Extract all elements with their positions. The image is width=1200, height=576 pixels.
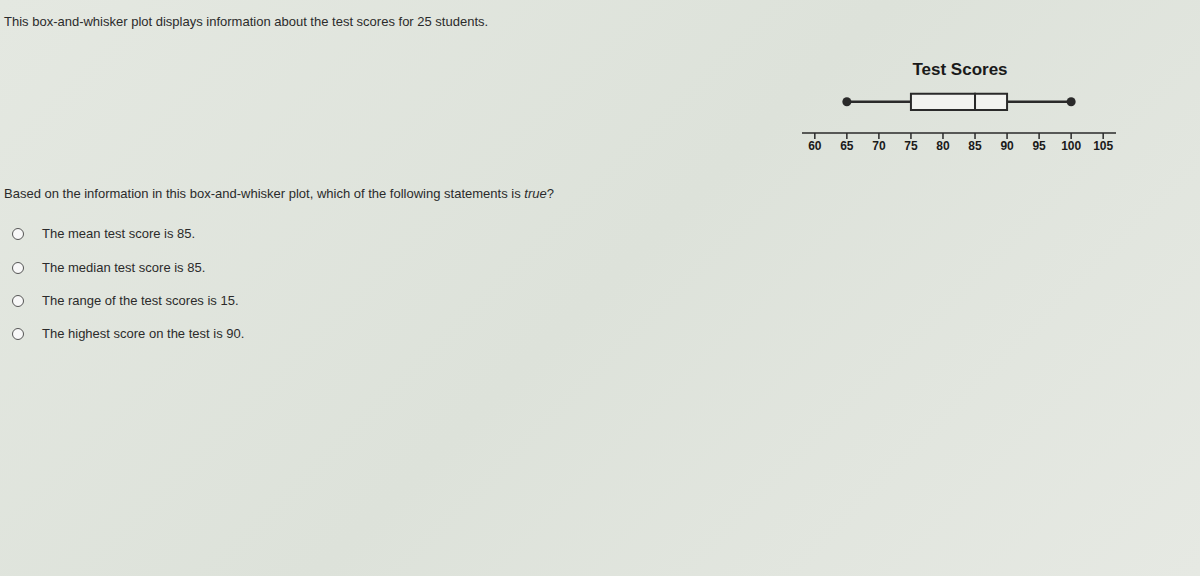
svg-text:60: 60 xyxy=(808,139,822,153)
svg-text:95: 95 xyxy=(1032,139,1046,153)
svg-text:100: 100 xyxy=(1061,139,1081,153)
html-text:The range of the test scores i: The range of the test scores is 15. xyxy=(42,293,239,308)
svg-text:85: 85 xyxy=(968,139,982,153)
svg-text:80: 80 xyxy=(936,139,950,153)
svg-text:105: 105 xyxy=(1093,139,1113,153)
svg-text:70: 70 xyxy=(872,139,886,153)
html-text:Test Scores: Test Scores xyxy=(912,60,1008,79)
html-text:This box-and-whisker plot disp: This box-and-whisker plot displays infor… xyxy=(4,14,489,29)
svg-text:75: 75 xyxy=(904,139,918,153)
html-text:The median test score is 85.: The median test score is 85. xyxy=(42,260,206,275)
html-text:Based on the information in th: Based on the information in this box-and… xyxy=(4,186,554,201)
svg-text:65: 65 xyxy=(840,139,854,153)
svg-text:90: 90 xyxy=(1000,139,1014,153)
html-text:The mean test score is 85.: The mean test score is 85. xyxy=(42,226,196,241)
html-text:The highest score on the test: The highest score on the test is 90. xyxy=(42,326,245,341)
